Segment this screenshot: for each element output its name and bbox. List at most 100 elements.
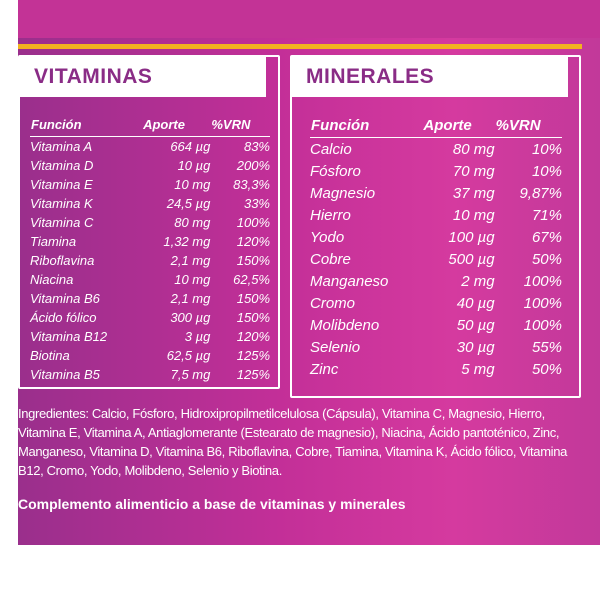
col-aporte: Aporte bbox=[142, 113, 211, 137]
row-vrn: 150% bbox=[236, 253, 270, 268]
table-row: Riboflavina 2,1 mg 150% bbox=[30, 251, 270, 270]
row-aporte: 70 mg bbox=[452, 162, 495, 180]
row-funcion: Vitamina B12 bbox=[30, 329, 108, 344]
col-aporte: Aporte bbox=[422, 113, 495, 138]
table-row: Yodo 100 µg 67% bbox=[310, 226, 562, 248]
row-vrn: 200% bbox=[236, 158, 270, 173]
row-funcion: Vitamina E bbox=[30, 177, 93, 192]
row-vrn: 71% bbox=[531, 206, 562, 224]
row-aporte: 664 µg bbox=[170, 139, 211, 154]
row-aporte: 300 µg bbox=[170, 310, 211, 325]
vitamins-title: VITAMINAS bbox=[20, 57, 266, 97]
row-funcion: Tiamina bbox=[30, 234, 77, 249]
minerals-header-row: Función Aporte %VRN bbox=[310, 113, 562, 138]
accent-bar bbox=[18, 44, 582, 49]
row-funcion: Yodo bbox=[310, 228, 345, 246]
row-vrn: 67% bbox=[531, 228, 562, 246]
row-aporte: 2 mg bbox=[461, 272, 495, 290]
row-funcion: Biotina bbox=[30, 348, 70, 363]
row-aporte: 2,1 mg bbox=[170, 291, 211, 306]
col-funcion: Función bbox=[310, 113, 423, 138]
row-funcion: Vitamina K bbox=[30, 196, 93, 211]
row-funcion: Selenio bbox=[310, 338, 361, 356]
row-vrn: 100% bbox=[523, 272, 562, 290]
row-vrn: 125% bbox=[236, 348, 270, 363]
row-vrn: 10% bbox=[531, 162, 562, 180]
ingredients-text: Ingredientes: Calcio, Fósforo, Hidroxipr… bbox=[18, 406, 567, 478]
row-aporte: 10 mg bbox=[452, 206, 495, 224]
table-row: Ácido fólico 300 µg 150% bbox=[30, 308, 270, 327]
row-aporte: 10 mg bbox=[174, 272, 211, 287]
row-aporte: 37 mg bbox=[452, 184, 495, 202]
row-vrn: 120% bbox=[236, 234, 270, 249]
row-aporte: 100 µg bbox=[448, 228, 495, 246]
row-vrn: 100% bbox=[523, 316, 562, 334]
row-vrn: 83% bbox=[243, 139, 270, 154]
row-funcion: Vitamina B6 bbox=[30, 291, 100, 306]
row-aporte: 62,5 µg bbox=[166, 348, 211, 363]
row-aporte: 24,5 µg bbox=[166, 196, 211, 211]
table-row: Manganeso 2 mg 100% bbox=[310, 270, 562, 292]
table-row: Fósforo 70 mg 10% bbox=[310, 160, 562, 182]
row-vrn: 150% bbox=[236, 291, 270, 306]
top-band bbox=[18, 0, 600, 38]
col-vrn: %VRN bbox=[494, 113, 562, 138]
table-row: Vitamina D 10 µg 200% bbox=[30, 156, 270, 175]
row-vrn: 120% bbox=[236, 329, 270, 344]
row-funcion: Hierro bbox=[310, 206, 351, 224]
row-funcion: Cromo bbox=[310, 294, 356, 312]
row-vrn: 100% bbox=[523, 294, 562, 312]
row-vrn: 55% bbox=[531, 338, 562, 356]
minerals-title: MINERALES bbox=[292, 57, 568, 97]
table-row: Hierro 10 mg 71% bbox=[310, 204, 562, 226]
table-row: Biotina 62,5 µg 125% bbox=[30, 346, 270, 365]
row-vrn: 9,87% bbox=[519, 184, 562, 202]
row-funcion: Vitamina B5 bbox=[30, 367, 100, 382]
table-row: Magnesio 37 mg 9,87% bbox=[310, 182, 562, 204]
row-vrn: 10% bbox=[531, 140, 562, 158]
table-row: Vitamina B12 3 µg 120% bbox=[30, 327, 270, 346]
row-funcion: Fósforo bbox=[310, 162, 361, 180]
row-vrn: 50% bbox=[531, 250, 562, 268]
row-funcion: Vitamina A bbox=[30, 139, 93, 154]
row-funcion: Magnesio bbox=[310, 184, 376, 202]
row-vrn: 50% bbox=[531, 360, 562, 378]
row-aporte: 50 µg bbox=[456, 316, 495, 334]
row-funcion: Zinc bbox=[310, 360, 339, 378]
minerals-table: Función Aporte %VRN Calcio 80 mg 10% Fósfor… bbox=[310, 113, 562, 380]
vitamins-header-row: Función Aporte %VRN bbox=[30, 113, 270, 137]
table-row: Cromo 40 µg 100% bbox=[310, 292, 562, 314]
col-funcion: Función bbox=[30, 113, 143, 137]
table-row: Vitamina B6 2,1 mg 150% bbox=[30, 289, 270, 308]
table-row: Cobre 500 µg 50% bbox=[310, 248, 562, 270]
row-aporte: 30 µg bbox=[456, 338, 495, 356]
row-aporte: 80 mg bbox=[174, 215, 211, 230]
row-funcion: Vitamina C bbox=[30, 215, 94, 230]
row-aporte: 7,5 mg bbox=[170, 367, 211, 382]
row-aporte: 500 µg bbox=[448, 250, 495, 268]
row-funcion: Ácido fólico bbox=[30, 310, 97, 325]
footer-text: Complemento alimenticio a base de vitami… bbox=[18, 496, 406, 512]
row-aporte: 10 mg bbox=[174, 177, 211, 192]
row-aporte: 5 mg bbox=[461, 360, 495, 378]
table-row: Selenio 30 µg 55% bbox=[310, 336, 562, 358]
table-row: Vitamina B5 7,5 mg 125% bbox=[30, 365, 270, 384]
row-funcion: Cobre bbox=[310, 250, 351, 268]
table-row: Molibdeno 50 µg 100% bbox=[310, 314, 562, 336]
row-aporte: 1,32 mg bbox=[163, 234, 211, 249]
vitamins-table: Función Aporte %VRN Vitamina A 664 µg 83% V… bbox=[30, 113, 270, 384]
row-vrn: 83,3% bbox=[233, 177, 270, 192]
row-funcion: Manganeso bbox=[310, 272, 389, 290]
row-funcion: Niacina bbox=[30, 272, 74, 287]
row-vrn: 100% bbox=[236, 215, 270, 230]
table-row: Calcio 80 mg 10% bbox=[310, 138, 562, 161]
table-row: Vitamina C 80 mg 100% bbox=[30, 213, 270, 232]
vitamins-box: VITAMINAS Función Aporte %VRN Vitamina A… bbox=[18, 55, 280, 389]
col-vrn: %VRN bbox=[210, 113, 270, 137]
row-vrn: 150% bbox=[236, 310, 270, 325]
table-row: Tiamina 1,32 mg 120% bbox=[30, 232, 270, 251]
row-aporte: 80 mg bbox=[452, 140, 495, 158]
minerals-box: MINERALES Función Aporte %VRN Calcio 80 m… bbox=[290, 55, 581, 398]
row-aporte: 10 µg bbox=[177, 158, 211, 173]
row-vrn: 125% bbox=[236, 367, 270, 382]
